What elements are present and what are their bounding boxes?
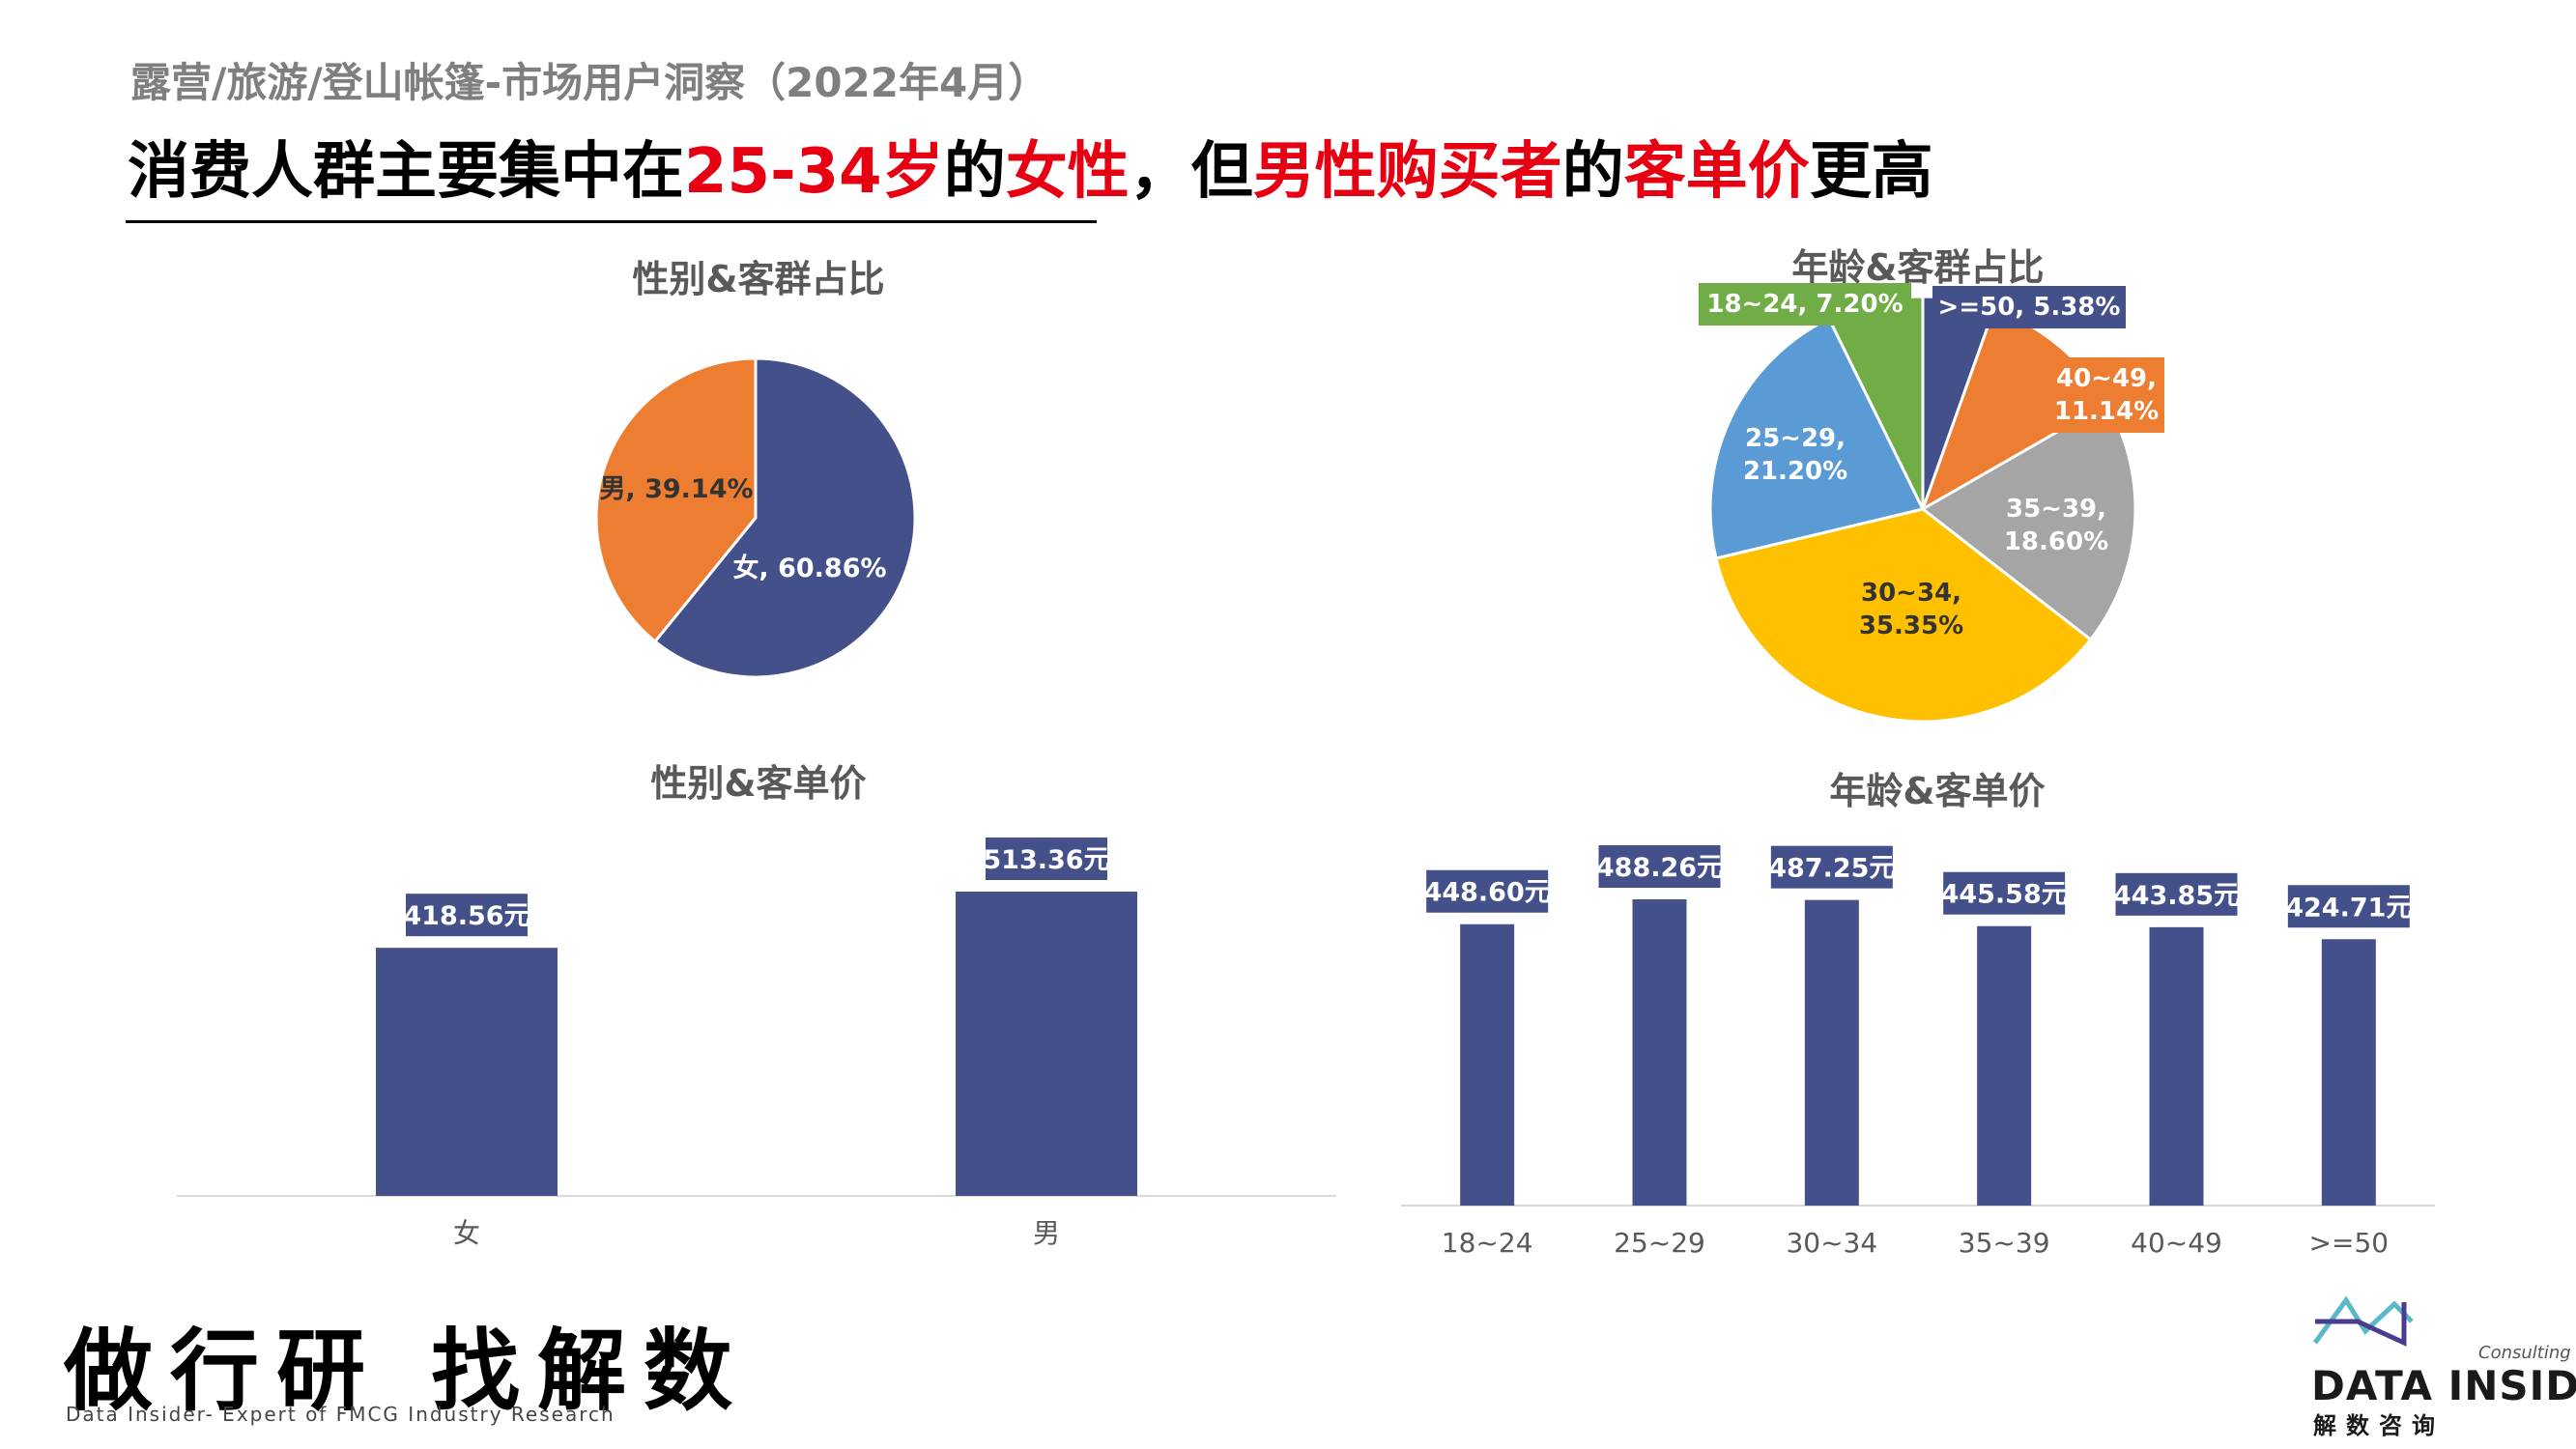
x-tick-label: 35~39 xyxy=(1959,1227,2050,1259)
headline-highlight: 客单价 xyxy=(1623,136,1810,208)
pie-slice xyxy=(594,356,758,644)
logo-chinese: 解数咨询 xyxy=(2313,1412,2445,1439)
x-tick-label: 30~34 xyxy=(1786,1227,1877,1259)
bar xyxy=(2149,926,2204,1206)
headline-part: 的 xyxy=(943,136,1006,208)
headline-highlight: 女性 xyxy=(1005,136,1130,208)
x-tick-label: >=50 xyxy=(2309,1227,2390,1259)
slogan-subtitle: Data Insider- Expert of FMCG Industry Re… xyxy=(66,1403,615,1426)
logo-consulting: Consulting xyxy=(2478,1343,2571,1363)
bar-data-label: 488.26元 xyxy=(1596,853,1723,883)
slogan: 做行研 找解数 xyxy=(64,1319,751,1423)
bar xyxy=(1460,923,1515,1206)
pie-data-label: 35.35% xyxy=(1859,611,1963,640)
headline: 消费人群主要集中在25-34岁的女性，但男性购买者的客单价更高 xyxy=(128,122,1933,211)
x-tick-label: 25~29 xyxy=(1614,1227,1705,1259)
bar-data-label: 443.85元 xyxy=(2113,881,2240,911)
bar-label-box xyxy=(1770,845,1893,889)
bar-label-box xyxy=(406,894,528,937)
x-tick-label: 女 xyxy=(453,1217,480,1249)
bar xyxy=(376,948,558,1196)
bar-data-label: 487.25元 xyxy=(1768,854,1895,884)
pie-slice xyxy=(1708,316,1926,560)
pie-data-label: 35~39, xyxy=(2006,495,2106,524)
age-share-title: 年龄&客群占比 xyxy=(1791,246,2045,289)
x-tick-label: 18~24 xyxy=(1442,1227,1533,1259)
headline-highlight: 25-34岁 xyxy=(684,136,944,208)
headline-part: 更高 xyxy=(1809,136,1933,208)
bar-data-label: 418.56元 xyxy=(403,901,530,931)
pie-data-label: 25~29, xyxy=(1745,424,1846,453)
pie-data-label: >=50, 5.38% xyxy=(1938,293,2121,322)
pie-data-label: 30~34, xyxy=(1861,579,1961,608)
age-price-title: 年龄&客单价 xyxy=(1829,770,2046,812)
bar xyxy=(1977,925,2032,1206)
bar xyxy=(1632,899,1687,1206)
bar-label-box xyxy=(2115,872,2238,916)
bar-data-label: 445.58元 xyxy=(1941,880,2068,910)
pie-data-label: 女, 60.86% xyxy=(732,553,886,583)
pie-label-box xyxy=(2048,357,2164,433)
x-tick-label: 40~49 xyxy=(2131,1227,2222,1259)
pie-data-label: 18.60% xyxy=(2004,527,2108,556)
bar xyxy=(1804,899,1859,1206)
bar-label-box xyxy=(2287,885,2410,928)
bar-data-label: 424.71元 xyxy=(2285,893,2412,923)
pie-data-label: 男, 39.14% xyxy=(599,474,753,504)
bar xyxy=(956,892,1137,1196)
headline-part: 消费人群主要集中在 xyxy=(128,136,684,208)
bar-data-label: 513.36元 xyxy=(983,845,1109,875)
bar xyxy=(2321,939,2376,1206)
data-insider-logo-icon xyxy=(2312,1295,2414,1347)
logo-name: DATA INSIDER xyxy=(2311,1362,2576,1409)
gender-price-title: 性别&客单价 xyxy=(650,762,867,805)
pie-slice xyxy=(652,356,917,679)
x-tick-label: 男 xyxy=(1033,1217,1060,1249)
report-subtitle: 露营/旅游/登山帐篷-市场用户洞察（2022年4月） xyxy=(130,59,1049,106)
bar-label-box xyxy=(986,838,1107,880)
bar-data-label: 448.60元 xyxy=(1424,878,1551,908)
pie-slice xyxy=(1714,507,2093,724)
bar-label-box xyxy=(1943,871,2066,915)
headline-divider xyxy=(126,220,1097,223)
bar-label-box xyxy=(1598,845,1721,888)
gender-share-title: 性别&客群占比 xyxy=(632,258,885,300)
pie-data-label: 18~24, 7.20% xyxy=(1706,290,1903,319)
headline-part: ，但 xyxy=(1129,136,1253,208)
pie-data-label: 21.20% xyxy=(1743,457,1847,486)
pie-data-label: 40~49, xyxy=(2056,364,2157,393)
pie-label-box xyxy=(1699,283,1911,326)
headline-part: 的 xyxy=(1561,136,1624,208)
bar-label-box xyxy=(1426,869,1549,913)
pie-data-label: 11.14% xyxy=(2054,397,2159,426)
headline-highlight: 男性购买者 xyxy=(1252,136,1562,208)
pie-label-box xyxy=(1932,286,2126,328)
